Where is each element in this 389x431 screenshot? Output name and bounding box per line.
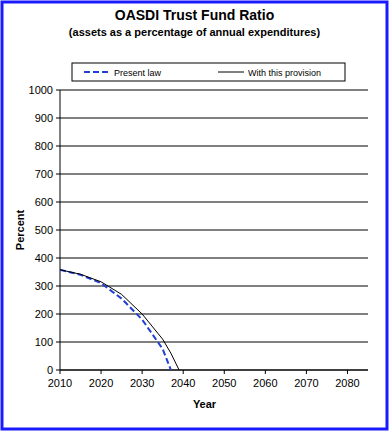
title: OASDI Trust Fund Ratio	[115, 7, 274, 23]
x-tick-label: 2060	[253, 377, 277, 389]
y-tick	[56, 90, 60, 91]
chart: OASDI Trust Fund Ratio (assets as a perce…	[0, 0, 389, 431]
y-tick	[56, 202, 60, 203]
grid-line	[60, 118, 368, 119]
x-tick-label: 2010	[48, 377, 72, 389]
grid-line	[60, 230, 368, 231]
y-axis	[60, 90, 61, 370]
y-tick-label: 200	[35, 308, 53, 320]
x-tick	[142, 370, 143, 374]
y-tick	[56, 314, 60, 315]
x-tick-label: 2040	[171, 377, 195, 389]
y-tick-label: 400	[35, 252, 53, 264]
y-tick	[56, 118, 60, 119]
y-tick-label: 900	[35, 112, 53, 124]
y-tick-label: 0	[47, 364, 53, 376]
y-tick-label: 800	[35, 140, 53, 152]
frame	[2, 2, 387, 429]
y-tick-label: 100	[35, 336, 53, 348]
y-tick	[56, 286, 60, 287]
grid-line	[60, 370, 368, 371]
y-tick	[56, 146, 60, 147]
legend-swatch	[84, 71, 110, 73]
x-tick	[265, 370, 266, 374]
y-tick	[56, 230, 60, 231]
grid-line	[60, 90, 368, 91]
grid-line	[60, 146, 368, 147]
y-tick-label: 1000	[29, 84, 53, 96]
grid-line	[60, 202, 368, 203]
x-axis-label: Year	[193, 398, 217, 410]
legend-label: With this provision	[248, 68, 321, 78]
x-tick-label: 2030	[130, 377, 154, 389]
grid-line	[60, 314, 368, 315]
y-tick-label: 700	[35, 168, 53, 180]
x-tick-label: 2020	[89, 377, 113, 389]
y-tick	[56, 174, 60, 175]
series-line	[60, 270, 179, 370]
x-tick	[101, 370, 102, 374]
x-tick-label: 2050	[212, 377, 236, 389]
series-line	[60, 270, 171, 370]
grid-line	[60, 342, 368, 343]
x-tick	[347, 370, 348, 374]
x-tick	[306, 370, 307, 374]
legend-box	[72, 63, 345, 81]
grid-line	[60, 258, 368, 259]
y-tick	[56, 258, 60, 259]
y-tick	[56, 342, 60, 343]
grid-line	[60, 174, 368, 175]
legend-label: Present law	[114, 68, 162, 78]
plot-area	[60, 270, 179, 370]
subtitle: (assets as a percentage of annual expend…	[69, 26, 321, 38]
x-tick	[60, 370, 61, 374]
x-tick	[183, 370, 184, 374]
y-tick-label: 600	[35, 196, 53, 208]
y-tick-label: 500	[35, 224, 53, 236]
y-tick	[56, 370, 60, 371]
legend-swatch	[218, 72, 244, 73]
y-tick-label: 300	[35, 280, 53, 292]
y-axis-label: Percent	[14, 209, 26, 250]
x-axis	[60, 370, 368, 371]
x-tick-label: 2070	[294, 377, 318, 389]
x-tick-label: 2080	[335, 377, 359, 389]
x-tick	[224, 370, 225, 374]
